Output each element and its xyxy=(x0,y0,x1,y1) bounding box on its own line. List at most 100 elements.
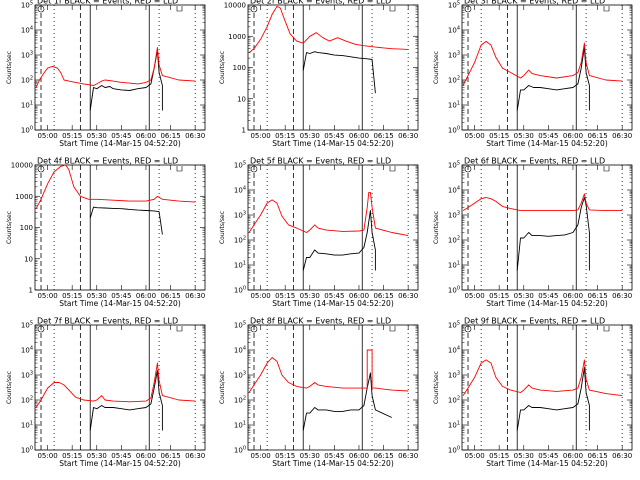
x-tick-label: 05:45 xyxy=(538,452,558,460)
x-tick-label: 05:15 xyxy=(489,132,509,140)
state-glyph xyxy=(37,165,45,173)
plot-frame xyxy=(461,324,633,451)
state-glyph xyxy=(37,325,45,333)
x-tick-label: 05:30 xyxy=(87,292,107,300)
x-tick-label: 06:00 xyxy=(563,292,583,300)
x-tick-label: 05:15 xyxy=(62,452,82,460)
y-axis-label: Counts/sec xyxy=(6,211,13,244)
y-axis-label: Counts/sec xyxy=(6,371,13,404)
y-tick-label: 103 xyxy=(234,211,246,220)
x-tick-label: 05:30 xyxy=(514,452,534,460)
x-axis-label: Start Time (14-Mar-15 04:52:20) xyxy=(486,459,608,468)
y-tick-label: 100 xyxy=(20,224,33,232)
panel-title: Det 6f BLACK = Events, RED = LLD xyxy=(464,157,605,166)
y-axis-label: Counts/sec xyxy=(219,211,226,244)
x-tick-label: 05:15 xyxy=(275,132,295,140)
panel-title: Det 9f BLACK = Events, RED = LLD xyxy=(464,317,605,326)
x-tick-label: 05:45 xyxy=(324,452,344,460)
x-tick-label: 05:15 xyxy=(275,452,295,460)
x-tick-label: 06:30 xyxy=(612,452,632,460)
y-tick-label: 1000 xyxy=(228,33,246,41)
y-tick-label: 10000 xyxy=(11,162,33,170)
series-lld xyxy=(462,40,623,86)
x-tick-label: 06:00 xyxy=(563,452,583,460)
series-events xyxy=(89,206,163,235)
y-tick-label: 102 xyxy=(21,396,33,405)
panel-title: Det 7f BLACK = Events, RED = LLD xyxy=(37,317,178,326)
x-tick-label: 05:30 xyxy=(514,132,534,140)
state-glyph xyxy=(250,165,258,173)
y-tick-label: 104 xyxy=(448,346,460,355)
y-tick-label: 105 xyxy=(448,161,460,170)
y-axis-label: Counts/sec xyxy=(219,51,226,84)
series-events xyxy=(302,210,376,271)
state-glyph xyxy=(250,5,258,13)
state-glyph xyxy=(603,6,610,12)
x-tick-label: 05:45 xyxy=(111,132,131,140)
x-tick-label: 06:30 xyxy=(398,132,418,140)
x-tick-label: 06:30 xyxy=(398,292,418,300)
y-tick-label: 100 xyxy=(21,446,33,455)
series-events xyxy=(302,372,392,431)
y-tick-label: 101 xyxy=(448,421,460,430)
y-axis-label: Counts/sec xyxy=(433,211,440,244)
y-tick-label: 100 xyxy=(234,286,246,295)
state-glyph xyxy=(176,166,183,172)
series-lld xyxy=(35,362,196,408)
y-tick-label: 101 xyxy=(448,101,460,110)
series-lld xyxy=(248,5,409,53)
x-tick-label: 06:15 xyxy=(587,452,607,460)
state-glyph xyxy=(464,5,472,13)
x-tick-label: 06:15 xyxy=(373,452,393,460)
y-tick-label: 101 xyxy=(21,421,33,430)
series-events xyxy=(516,367,590,431)
panel-1: Det 1f BLACK = Events, RED = LLD Counts/s… xyxy=(6,0,206,148)
y-tick-label: 102 xyxy=(234,236,246,245)
y-tick-label: 1 xyxy=(242,127,246,135)
state-glyph xyxy=(250,325,258,333)
x-axis-label: Start Time (14-Mar-15 04:52:20) xyxy=(59,299,181,308)
state-glyph xyxy=(389,326,396,332)
state-glyph xyxy=(464,325,472,333)
state-glyph xyxy=(389,6,396,12)
y-tick-label: 105 xyxy=(234,321,246,330)
state-glyph xyxy=(176,326,183,332)
x-tick-label: 06:30 xyxy=(398,452,418,460)
y-tick-label: 104 xyxy=(448,26,460,35)
x-tick-label: 05:30 xyxy=(300,132,320,140)
y-tick-label: 100 xyxy=(234,446,246,455)
series-lld xyxy=(248,349,409,393)
x-tick-label: 06:30 xyxy=(612,292,632,300)
x-tick-label: 05:00 xyxy=(250,452,270,460)
x-tick-label: 06:00 xyxy=(349,132,369,140)
x-tick-label: 05:45 xyxy=(324,292,344,300)
y-tick-label: 103 xyxy=(234,371,246,380)
y-tick-label: 101 xyxy=(234,421,246,430)
panel-title: Det 4f BLACK = Events, RED = LLD xyxy=(37,157,178,166)
y-tick-label: 102 xyxy=(448,76,460,85)
x-tick-label: 06:00 xyxy=(136,452,156,460)
y-tick-label: 103 xyxy=(448,371,460,380)
plot-frame xyxy=(34,324,206,451)
series-events xyxy=(516,47,590,111)
x-tick-label: 05:30 xyxy=(87,452,107,460)
state-glyph xyxy=(603,326,610,332)
state-glyph xyxy=(603,166,610,172)
series-lld xyxy=(462,359,623,397)
y-tick-label: 101 xyxy=(21,101,33,110)
x-axis-label: Start Time (14-Mar-15 04:52:20) xyxy=(486,139,608,148)
y-tick-label: 100 xyxy=(233,64,246,72)
panel-title: Det 2f BLACK = Events, RED = LLD xyxy=(250,0,391,6)
x-tick-label: 05:45 xyxy=(111,292,131,300)
y-axis-label: Counts/sec xyxy=(433,51,440,84)
x-tick-label: 06:00 xyxy=(136,292,156,300)
x-tick-label: 05:15 xyxy=(62,292,82,300)
panel-title: Det 5f BLACK = Events, RED = LLD xyxy=(250,157,391,166)
series-events xyxy=(516,197,590,271)
y-tick-label: 100 xyxy=(448,446,460,455)
series-lld xyxy=(35,164,196,209)
series-events xyxy=(89,50,163,111)
x-tick-label: 05:45 xyxy=(538,132,558,140)
x-tick-label: 05:00 xyxy=(250,132,270,140)
panel-6: Det 6f BLACK = Events, RED = LLD Counts/s… xyxy=(433,157,633,308)
